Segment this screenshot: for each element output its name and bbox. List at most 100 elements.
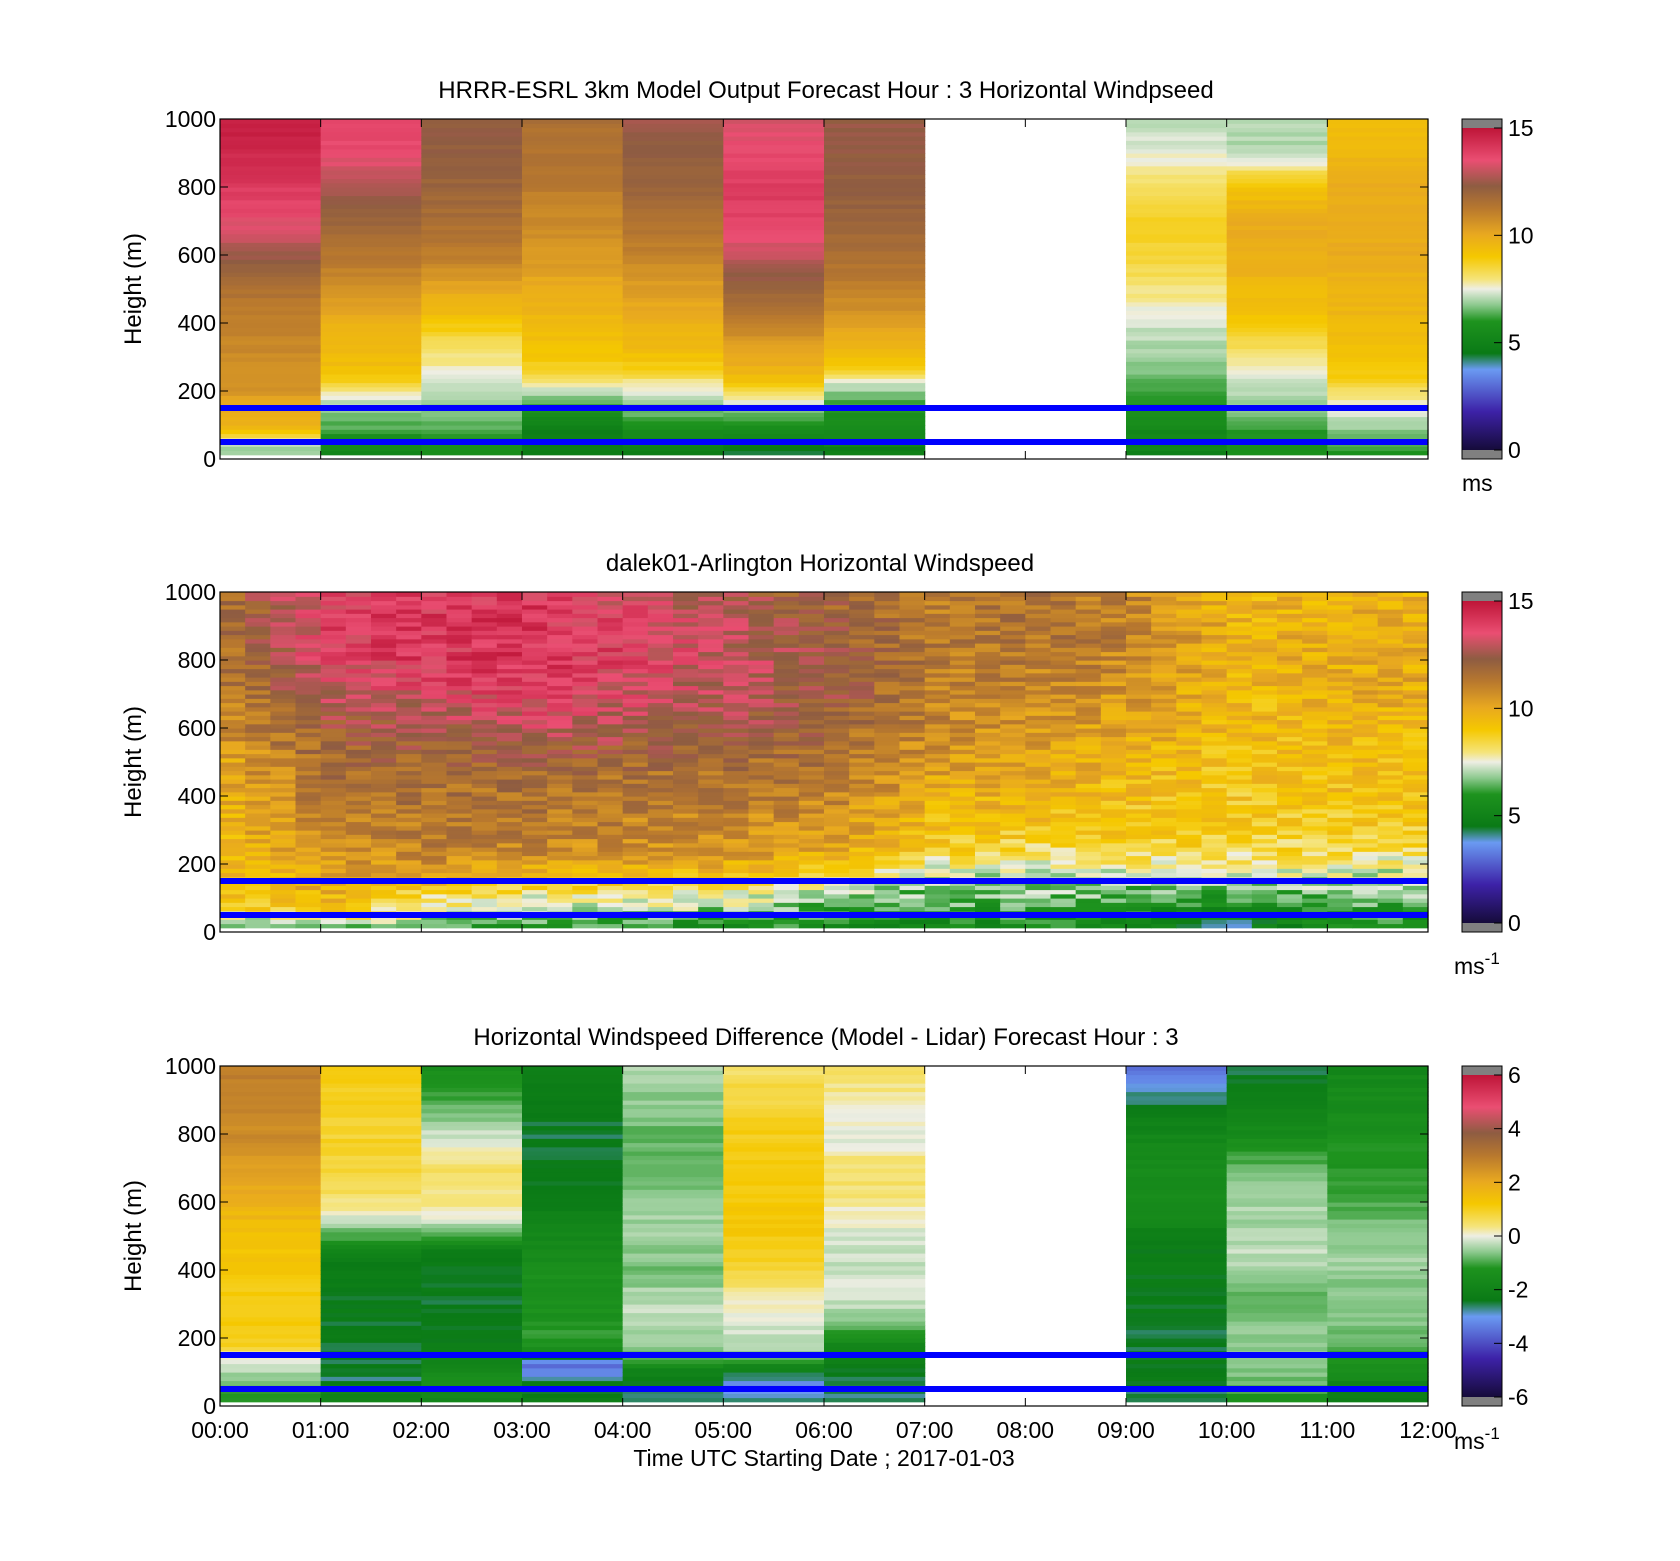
heatmap-cell: [1176, 745, 1203, 750]
heatmap-cell: [673, 626, 699, 631]
heatmap-cell: [446, 655, 473, 661]
heatmap-cell: [622, 250, 724, 256]
heatmap-cell: [1000, 630, 1026, 636]
heatmap-cell: [1201, 783, 1228, 789]
heatmap-cell: [824, 647, 850, 653]
heatmap-cell: [975, 621, 1001, 627]
heatmap-cell: [798, 923, 825, 929]
heatmap-cell: [1176, 893, 1203, 899]
heatmap-cell: [1377, 685, 1404, 691]
heatmap-cell: [1377, 872, 1404, 878]
heatmap-cell: [1000, 604, 1026, 610]
heatmap-cell: [295, 817, 322, 823]
heatmap-cell: [622, 660, 649, 665]
heatmap-cell: [522, 1257, 624, 1263]
heatmap-cell: [1302, 655, 1328, 661]
heatmap-cell: [849, 898, 875, 903]
heatmap-cell: [1151, 842, 1177, 848]
heatmap-cell: [320, 1210, 422, 1216]
heatmap-cell: [824, 174, 926, 180]
heatmap-cell: [371, 753, 397, 759]
heatmap-cell: [1226, 592, 1253, 597]
heatmap-cell: [270, 596, 297, 602]
heatmap-cell: [1377, 770, 1404, 776]
heatmap-cell: [1302, 830, 1328, 835]
heatmap-cell: [220, 1206, 322, 1212]
heatmap-cell: [547, 847, 573, 852]
heatmap-cell: [622, 331, 724, 337]
heatmap-cell: [320, 1074, 422, 1080]
heatmap-cell: [1327, 783, 1354, 789]
heatmap-cell: [320, 378, 422, 384]
heatmap-cell: [849, 613, 875, 619]
heatmap-cell: [1302, 757, 1328, 763]
heatmap-cell: [496, 779, 523, 784]
heatmap-cell: [798, 906, 825, 912]
heatmap-cell: [1126, 732, 1152, 738]
heatmap-cell: [396, 864, 422, 869]
heatmap-cell: [522, 723, 548, 729]
heatmap-cell: [1075, 783, 1102, 789]
heatmap-cell: [798, 643, 825, 648]
heatmap-cell: [773, 753, 800, 759]
heatmap-cell: [1327, 651, 1354, 657]
heatmap-cell: [1151, 723, 1177, 729]
heatmap-cell: [849, 919, 875, 925]
heatmap-cell: [1327, 340, 1429, 345]
y-tick-label: 800: [178, 174, 216, 200]
heatmap-cell: [698, 757, 724, 763]
heatmap-cell: [446, 617, 473, 623]
heatmap-cell: [647, 817, 674, 823]
heatmap-cell: [522, 736, 548, 742]
heatmap-cell: [1126, 779, 1152, 784]
heatmap-cell: [1176, 600, 1203, 606]
heatmap-cell: [320, 1346, 422, 1352]
heatmap-cell: [622, 626, 649, 631]
heatmap-cell: [270, 736, 297, 742]
heatmap-cell: [421, 293, 523, 299]
heatmap-cell: [1126, 170, 1228, 175]
heatmap-cell: [1201, 732, 1228, 738]
heatmap-cell: [622, 842, 649, 848]
heatmap-cell: [320, 889, 347, 895]
heatmap-cell: [345, 770, 372, 776]
heatmap-cell: [220, 187, 322, 192]
heatmap-cell: [446, 893, 473, 899]
heatmap-cell: [798, 732, 825, 738]
heatmap-cell: [1327, 821, 1354, 827]
heatmap-cell: [1000, 821, 1026, 827]
heatmap-cell: [1126, 195, 1228, 201]
heatmap-cell: [1226, 817, 1253, 823]
heatmap-cell: [547, 851, 573, 857]
heatmap-cell: [1277, 817, 1303, 823]
heatmap-cell: [270, 804, 297, 810]
heatmap-cell: [1025, 847, 1052, 852]
heatmap-cell: [597, 685, 624, 691]
heatmap-cell: [295, 774, 322, 780]
heatmap-cell: [597, 817, 624, 823]
heatmap-cell: [798, 638, 825, 644]
heatmap-cell: [748, 613, 775, 619]
heatmap-cell: [874, 702, 901, 708]
heatmap-cell: [1176, 757, 1203, 763]
heatmap-cell: [320, 1380, 422, 1386]
heatmap-cell: [421, 621, 448, 627]
heatmap-cell: [647, 800, 674, 806]
heatmap-cell: [597, 830, 624, 835]
heatmap-cell: [874, 919, 901, 925]
heatmap-cell: [320, 1244, 422, 1250]
heatmap-cell: [396, 655, 422, 661]
heatmap-cell: [647, 906, 674, 912]
heatmap-cell: [1126, 433, 1228, 439]
heatmap-cell: [421, 1248, 523, 1254]
heatmap-cell: [320, 1257, 422, 1263]
heatmap-cell: [1050, 779, 1077, 784]
heatmap-cell: [471, 655, 498, 661]
heatmap-cell: [1050, 702, 1077, 708]
heatmap-cell: [1327, 255, 1429, 260]
heatmap-cell: [1000, 749, 1026, 755]
heatmap-cell: [220, 131, 322, 137]
heatmap-cell: [471, 749, 498, 755]
heatmap-cell: [270, 864, 297, 869]
heatmap-cell: [421, 1346, 523, 1352]
